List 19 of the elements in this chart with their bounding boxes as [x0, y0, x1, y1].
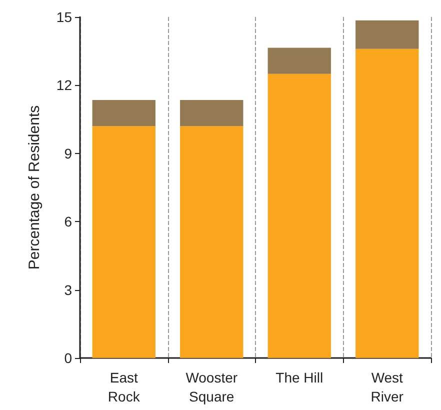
bar [356, 20, 419, 49]
bar [268, 74, 331, 358]
y-tick-label: 9 [64, 145, 72, 162]
x-tick-label: East Rock [108, 370, 141, 404]
bar [180, 126, 244, 358]
y-tick-label: 0 [64, 350, 72, 366]
y-tick-label: 12 [56, 77, 72, 94]
y-tick-label: 15 [56, 9, 72, 25]
x-tick-label: Wooster Square [186, 370, 238, 404]
y-tick-label: 3 [64, 282, 72, 298]
bar [356, 48, 419, 358]
bar [180, 100, 244, 126]
bar [92, 126, 156, 358]
bar [92, 100, 156, 126]
x-tick-label: The Hill [276, 370, 324, 386]
y-axis-title: Percentage of Residents [26, 105, 43, 270]
y-tick-label: 6 [64, 214, 72, 230]
bar [268, 48, 331, 74]
x-tick-label: West River [370, 370, 404, 404]
